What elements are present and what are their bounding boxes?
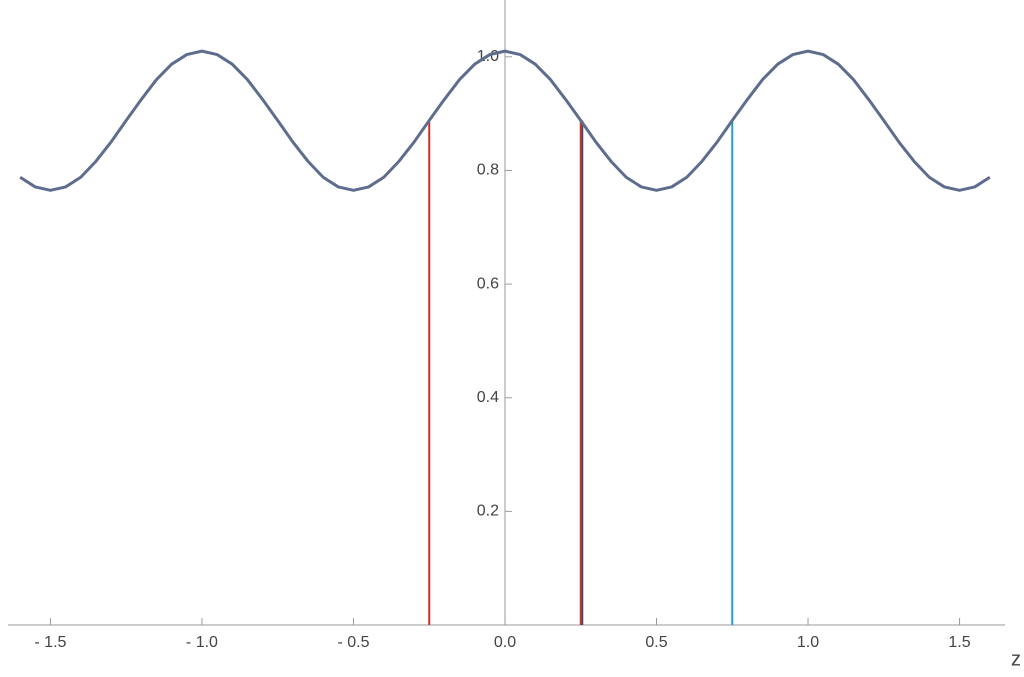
y-tick-label: 0.8 — [477, 162, 499, 179]
x-axis-label: z — [1011, 648, 1021, 670]
x-tick-label: - 0.5 — [337, 634, 369, 651]
x-tick-label: - 1.5 — [34, 634, 66, 651]
y-tick-label: 0.6 — [477, 275, 499, 292]
x-tick-label: 0.5 — [645, 634, 667, 651]
curve — [19, 49, 991, 192]
y-tick-label: 0.4 — [477, 389, 499, 406]
x-tick-label: 1.5 — [948, 634, 970, 651]
x-tick-label: 0.0 — [494, 634, 516, 651]
x-tick-label: - 1.0 — [186, 634, 218, 651]
y-tick-label: 0.2 — [477, 503, 499, 520]
x-tick-label: 1.0 — [797, 634, 819, 651]
